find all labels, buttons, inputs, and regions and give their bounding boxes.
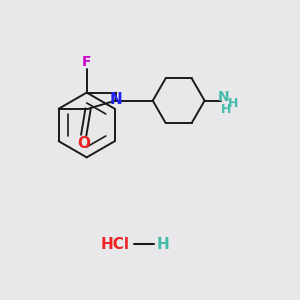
Text: F: F — [81, 55, 91, 69]
Text: H: H — [157, 237, 169, 252]
Text: HCl: HCl — [100, 237, 129, 252]
Text: H: H — [221, 103, 231, 116]
Text: O: O — [77, 136, 90, 151]
Text: N: N — [110, 92, 122, 107]
Text: H: H — [228, 97, 238, 110]
Text: N: N — [218, 90, 230, 104]
